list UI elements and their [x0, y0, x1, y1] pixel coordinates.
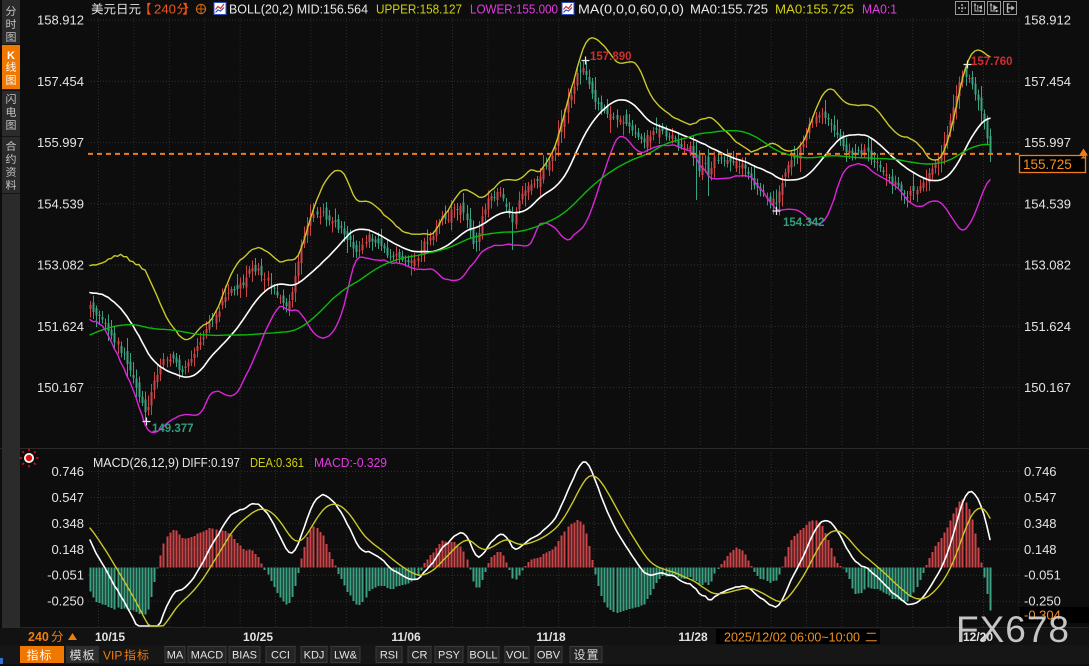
- svg-text:LOWER:155.000: LOWER:155.000: [470, 3, 558, 17]
- svg-text:DEA:0.361: DEA:0.361: [250, 456, 304, 470]
- svg-text:0.547: 0.547: [51, 490, 84, 505]
- svg-text:-0.051: -0.051: [47, 568, 84, 583]
- svg-text:MA: MA: [167, 650, 184, 662]
- svg-text:0.348: 0.348: [51, 516, 84, 531]
- svg-text:UPPER:158.127: UPPER:158.127: [376, 3, 462, 17]
- svg-text:LW&: LW&: [334, 650, 358, 662]
- svg-text:149.377: 149.377: [152, 423, 194, 435]
- svg-text:K: K: [7, 50, 15, 62]
- svg-text:11/06: 11/06: [391, 630, 421, 644]
- svg-text:155.997: 155.997: [1024, 135, 1071, 150]
- svg-text:MACD: MACD: [191, 650, 223, 662]
- svg-text:CCI: CCI: [271, 650, 290, 662]
- svg-text:MACD(26,12,9): MACD(26,12,9): [93, 456, 179, 470]
- svg-text:11/18: 11/18: [536, 630, 566, 644]
- svg-text:153.082: 153.082: [37, 258, 84, 273]
- svg-text:-0.250: -0.250: [1024, 594, 1061, 609]
- svg-text:2025/12/02 06:00~10:00: 2025/12/02 06:00~10:00: [724, 631, 860, 645]
- svg-text:0.348: 0.348: [1024, 516, 1057, 531]
- svg-text:DIFF:0.197: DIFF:0.197: [182, 456, 240, 470]
- svg-text:10/15: 10/15: [95, 630, 125, 644]
- svg-text:VIP: VIP: [103, 649, 122, 663]
- svg-text:0.148: 0.148: [1024, 542, 1057, 557]
- svg-text:10/25: 10/25: [243, 630, 273, 644]
- svg-text:-0.250: -0.250: [47, 594, 84, 609]
- svg-text:0.148: 0.148: [51, 542, 84, 557]
- svg-text:157.454: 157.454: [37, 74, 84, 89]
- svg-text:155.997: 155.997: [37, 135, 84, 150]
- svg-text:KDJ: KDJ: [304, 650, 325, 662]
- svg-text:154.342: 154.342: [783, 217, 825, 229]
- svg-text:VOL: VOL: [506, 650, 528, 662]
- svg-text:-0.051: -0.051: [1024, 568, 1061, 583]
- svg-text:MA0:1: MA0:1: [862, 3, 897, 17]
- svg-text:157.890: 157.890: [590, 51, 632, 63]
- svg-text:154.539: 154.539: [37, 196, 84, 211]
- svg-text:BOLL: BOLL: [469, 650, 497, 662]
- svg-text:CR: CR: [412, 650, 428, 662]
- svg-text:240: 240: [28, 630, 49, 644]
- svg-text:0.746: 0.746: [51, 464, 84, 479]
- svg-text:154.539: 154.539: [1024, 196, 1071, 211]
- svg-text:MA(0,0,0,60,0,0): MA(0,0,0,60,0,0): [578, 3, 684, 17]
- svg-text:MA0:155.725: MA0:155.725: [775, 3, 854, 17]
- svg-text:MA0:155.725: MA0:155.725: [690, 3, 768, 17]
- svg-text:151.624: 151.624: [1024, 319, 1071, 334]
- svg-text:150.167: 150.167: [37, 380, 84, 395]
- svg-text:0.547: 0.547: [1024, 490, 1057, 505]
- svg-text:157.760: 157.760: [971, 56, 1013, 68]
- svg-text:PSY: PSY: [438, 650, 461, 662]
- svg-text:0.746: 0.746: [1024, 464, 1057, 479]
- svg-text:RSI: RSI: [380, 650, 398, 662]
- svg-text:150.167: 150.167: [1024, 380, 1071, 395]
- svg-text:158.912: 158.912: [37, 13, 84, 28]
- svg-text:11/28: 11/28: [678, 630, 708, 644]
- svg-text:158.912: 158.912: [1024, 13, 1071, 28]
- svg-text:151.624: 151.624: [37, 319, 84, 334]
- svg-text:BOLL(20,2) MID:156.564: BOLL(20,2) MID:156.564: [229, 3, 368, 17]
- svg-text:MACD:-0.329: MACD:-0.329: [314, 456, 387, 470]
- svg-text:157.454: 157.454: [1024, 74, 1071, 89]
- svg-text:240: 240: [154, 3, 176, 17]
- svg-text:BIAS: BIAS: [232, 650, 257, 662]
- svg-text:155.725: 155.725: [1023, 157, 1072, 172]
- svg-text:OBV: OBV: [537, 650, 561, 662]
- svg-text:153.082: 153.082: [1024, 258, 1071, 273]
